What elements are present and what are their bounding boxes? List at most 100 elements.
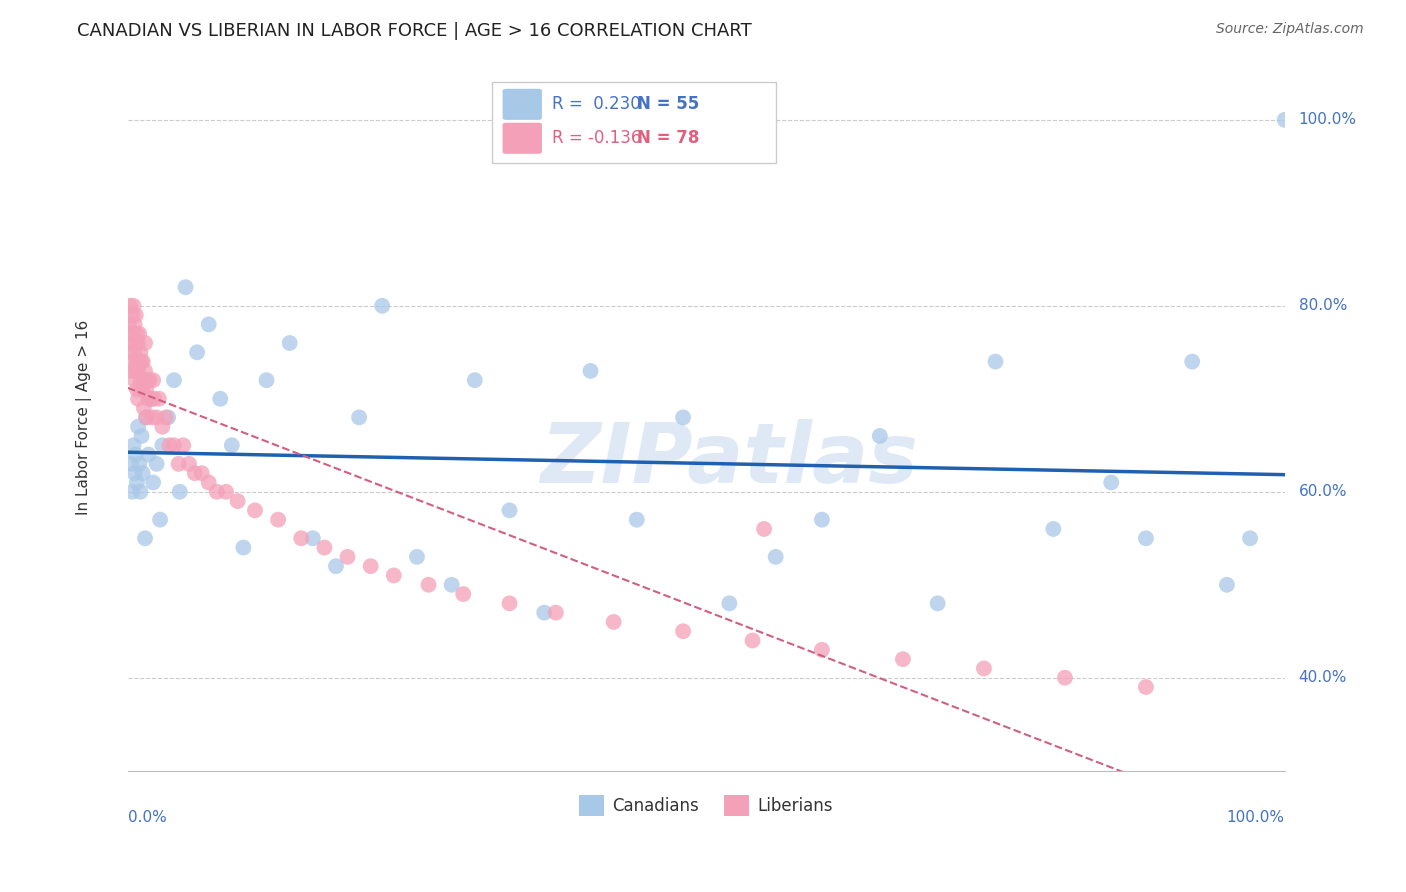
Point (131, 383, 153, 397)
Point (138, 392, 160, 406)
Point (122, 354, 145, 368)
Text: CANADIAN VS LIBERIAN IN LABOR FORCE | AGE > 16 CORRELATION CHART: CANADIAN VS LIBERIAN IN LABOR FORCE | AG… (77, 22, 752, 40)
Text: 80.0%: 80.0% (1299, 298, 1347, 313)
Point (163, 373, 186, 387)
Point (125, 308, 148, 322)
Point (122, 438, 145, 452)
Point (128, 326, 150, 341)
Point (125, 336, 148, 351)
Text: Source: ZipAtlas.com: Source: ZipAtlas.com (1216, 22, 1364, 37)
Point (145, 457, 167, 471)
Point (134, 531, 156, 545)
Point (290, 531, 312, 545)
Point (118, 299, 141, 313)
Point (139, 392, 162, 406)
Point (718, 596, 741, 610)
Point (1053, 671, 1076, 685)
Point (124, 345, 146, 359)
Point (167, 457, 190, 471)
Point (131, 429, 153, 443)
Point (155, 410, 177, 425)
Point (127, 419, 149, 434)
Point (157, 410, 180, 425)
Text: ZIPatlas: ZIPatlas (540, 419, 918, 500)
Point (120, 326, 142, 341)
Point (360, 559, 382, 574)
Point (278, 336, 301, 351)
Point (150, 419, 173, 434)
Point (602, 615, 624, 629)
Point (1042, 522, 1064, 536)
Point (382, 568, 405, 582)
Point (145, 410, 167, 425)
Text: In Labor Force | Age > 16: In Labor Force | Age > 16 (76, 319, 91, 515)
Point (197, 318, 219, 332)
Point (118, 345, 141, 359)
Point (314, 541, 336, 555)
Point (186, 345, 208, 359)
Point (672, 410, 695, 425)
Point (132, 373, 155, 387)
Point (129, 345, 152, 359)
Text: N = 78: N = 78 (637, 129, 699, 147)
Point (129, 484, 152, 499)
Point (226, 494, 249, 508)
Point (579, 364, 602, 378)
Point (169, 484, 191, 499)
Point (418, 578, 440, 592)
Point (141, 410, 163, 425)
Point (124, 318, 146, 332)
Text: 100.0%: 100.0% (1299, 112, 1357, 128)
Point (301, 531, 323, 545)
Point (150, 438, 173, 452)
Point (197, 475, 219, 490)
Point (138, 448, 160, 462)
Point (811, 643, 834, 657)
Point (1216, 578, 1239, 592)
Point (124, 373, 146, 387)
Point (215, 484, 238, 499)
Text: R =  0.230: R = 0.230 (553, 95, 641, 113)
Point (163, 438, 186, 452)
Point (127, 392, 149, 406)
Point (135, 383, 157, 397)
Text: 40.0%: 40.0% (1299, 670, 1347, 685)
Point (131, 354, 153, 368)
Point (190, 466, 212, 480)
Point (347, 410, 370, 425)
Point (243, 503, 266, 517)
Text: N = 55: N = 55 (637, 95, 699, 113)
Point (533, 606, 555, 620)
FancyBboxPatch shape (502, 123, 541, 153)
Point (325, 559, 347, 574)
Text: R = -0.136: R = -0.136 (553, 129, 641, 147)
Point (752, 522, 775, 536)
FancyBboxPatch shape (502, 89, 541, 120)
Point (124, 466, 146, 480)
Point (336, 549, 359, 564)
Point (149, 513, 172, 527)
Point (132, 383, 155, 397)
Point (891, 652, 914, 666)
Point (139, 392, 162, 406)
Point (125, 448, 148, 462)
Point (143, 392, 166, 406)
Point (122, 299, 145, 313)
Point (134, 364, 156, 378)
Point (451, 587, 474, 601)
Point (1099, 475, 1122, 490)
Point (1135, 531, 1157, 545)
Point (132, 466, 155, 480)
Point (177, 457, 200, 471)
Point (973, 661, 995, 675)
Point (256, 373, 278, 387)
Point (125, 475, 148, 490)
Point (984, 354, 1007, 368)
Point (811, 513, 834, 527)
Legend: Canadians, Liberians: Canadians, Liberians (572, 789, 839, 822)
Text: 0.0%: 0.0% (128, 810, 166, 824)
Point (157, 438, 180, 452)
Point (406, 549, 429, 564)
Point (120, 457, 142, 471)
Point (148, 392, 170, 406)
